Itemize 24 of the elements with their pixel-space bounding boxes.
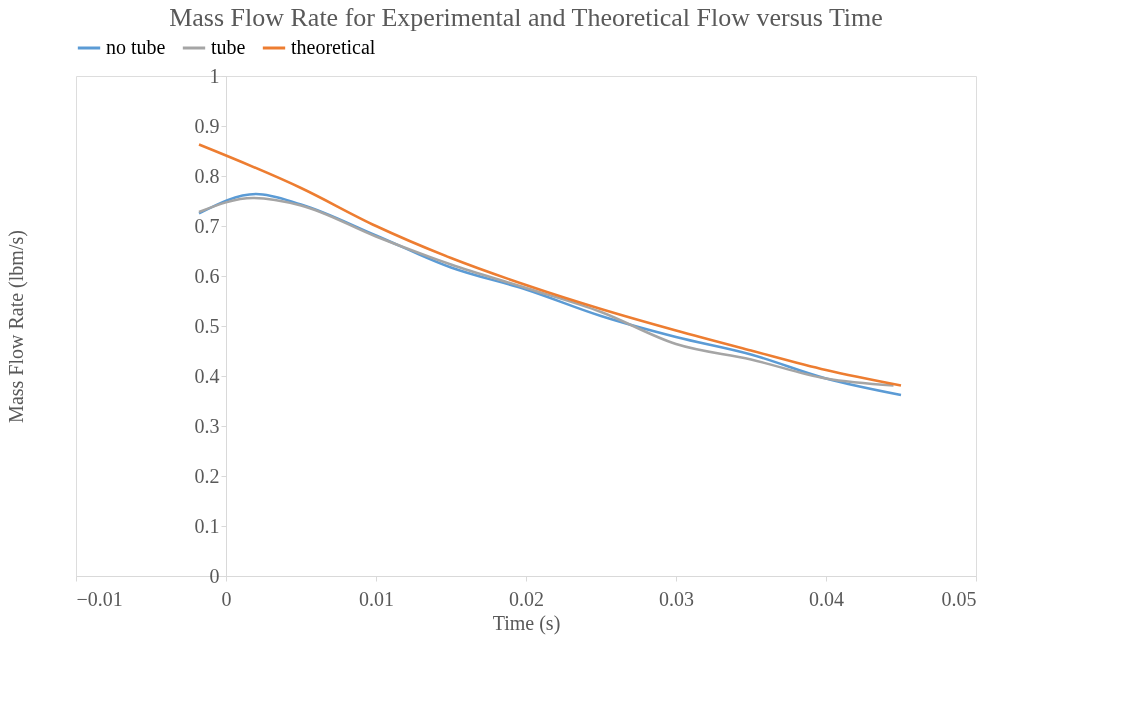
legend-label: tube <box>211 36 246 58</box>
y-tick-label: 0.9 <box>194 114 220 137</box>
line-series <box>197 143 903 387</box>
x-tick-label: 0.01 <box>359 587 394 610</box>
y-tick-label: 0.8 <box>194 164 220 187</box>
y-tick-label: 0.3 <box>194 414 220 437</box>
legend-label: no tube <box>106 36 166 58</box>
x-tick-label: 0.04 <box>809 587 844 610</box>
x-tick-label: 0.02 <box>509 587 544 610</box>
y-tick-label: 0 <box>209 564 220 587</box>
y-axis-title: Mass Flow Rate (lbm/s) <box>4 230 28 423</box>
y-tick-label: 1 <box>209 64 220 87</box>
x-tick-label: −0.01 <box>76 587 123 610</box>
y-tick-label: 0.5 <box>194 314 220 337</box>
legend-label: theoretical <box>291 36 376 58</box>
x-tick-label: 0.03 <box>659 587 694 610</box>
y-tick-label: 0.6 <box>194 264 220 287</box>
y-tick-label: 0.2 <box>194 464 220 487</box>
chart-title: Mass Flow Rate for Experimental and Theoretical Flow versus Time <box>169 3 883 32</box>
y-tick-label: 0.1 <box>194 514 220 537</box>
y-tick-label: 0.7 <box>194 214 220 237</box>
y-tick-label: 0.4 <box>194 364 220 387</box>
x-tick-label: 0.05 <box>941 587 977 610</box>
x-axis-title: Time (s) <box>492 611 561 635</box>
